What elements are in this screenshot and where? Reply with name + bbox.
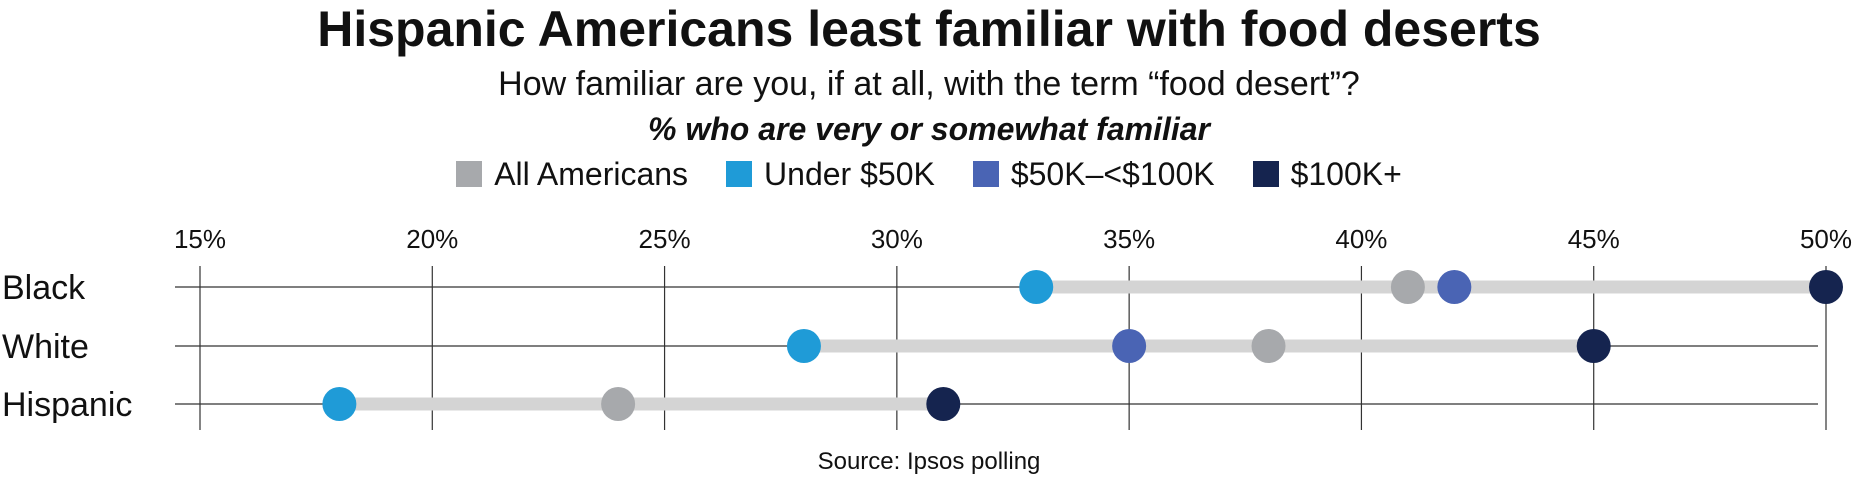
tick-label-45: 45%: [1568, 224, 1620, 254]
dot-white-50k-100k: [1112, 329, 1147, 363]
legend-label-all-americans: All Americans: [494, 156, 689, 192]
legend-item-50k-100k: $50K–<$100K: [972, 154, 1215, 194]
legend-swatch-all-americans: [456, 161, 483, 187]
dot-hispanic-under-50k: [322, 387, 357, 421]
legend-swatch-100k-plus: [1252, 161, 1279, 187]
legend-swatch-under-50k: [726, 161, 753, 187]
tick-label-50: 50%: [1800, 224, 1852, 254]
dot-black-100k: [1809, 270, 1843, 304]
dot-white-under-50k: [786, 329, 821, 363]
row-label-hispanic: Hispanic: [2, 386, 132, 424]
legend-label-50k-100k: $50K–<$100K: [1010, 156, 1215, 192]
dot-black-all-americans: [1390, 270, 1425, 304]
row-label-white: White: [2, 328, 89, 366]
chart-title: Hispanic Americans least familiar with f…: [317, 1, 1541, 57]
tick-label-40: 40%: [1335, 224, 1387, 254]
legend-label-100k-plus: $100K+: [1290, 156, 1402, 192]
dot-black-50k-100k: [1437, 270, 1472, 304]
dot-black-under-50k: [1019, 270, 1054, 304]
chart-source: Source: Ipsos polling: [817, 448, 1041, 475]
tick-label-20: 20%: [406, 224, 458, 254]
tick-label-35: 35%: [1103, 224, 1155, 254]
chart-note: % who are very or somewhat familiar: [648, 111, 1210, 147]
legend-item-under-50k: Under $50K: [726, 154, 935, 194]
dot-hispanic-all-americans: [601, 387, 636, 421]
dot-white-100k: [1576, 329, 1611, 363]
tick-label-25: 25%: [639, 224, 691, 254]
dot-white-all-americans: [1251, 329, 1286, 363]
tick-label-30: 30%: [871, 224, 923, 254]
row-label-black: Black: [2, 269, 86, 307]
dot-hispanic-100k: [926, 387, 961, 421]
chart-subtitle: How familiar are you, if at all, with th…: [498, 65, 1360, 103]
legend-label-under-50k: Under $50K: [764, 156, 935, 192]
legend-item-all-americans: All Americans: [456, 154, 688, 194]
tick-label-15: 15%: [174, 224, 226, 254]
legend-swatch-50k-100k: [972, 161, 999, 187]
legend-item-100k-plus: $100K+: [1252, 154, 1402, 194]
legend: All Americans Under $50K $50K–<$100K $10…: [0, 154, 1858, 194]
